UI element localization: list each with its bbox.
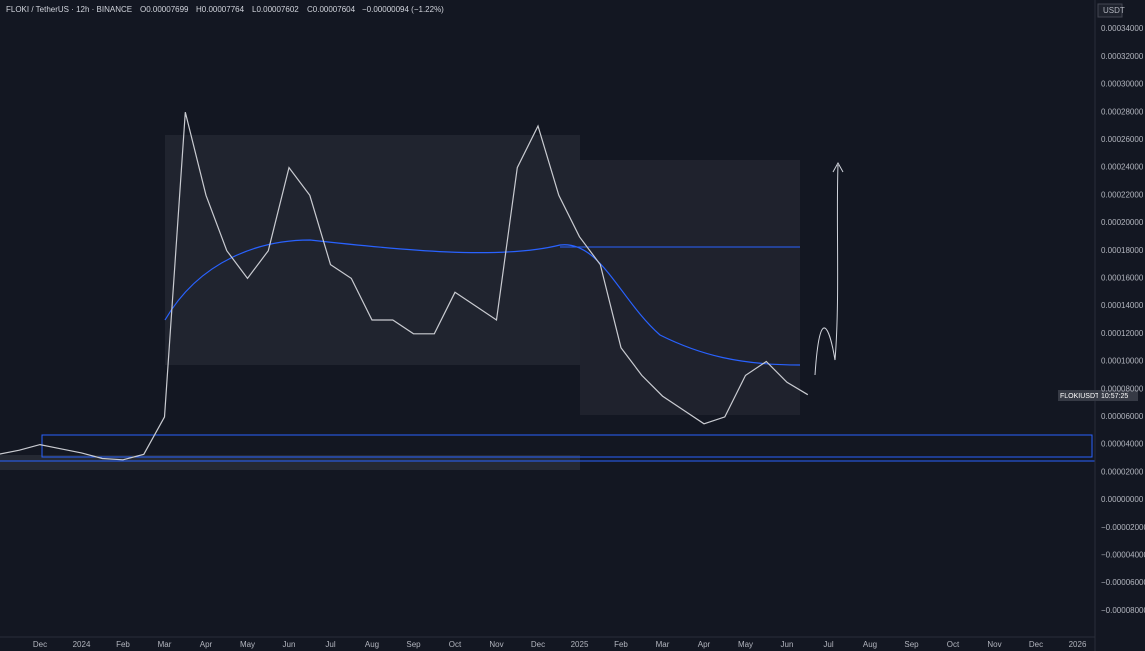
x-tick-label: May	[738, 640, 753, 649]
y-tick-label: 0.00002000	[1101, 467, 1144, 476]
x-tick-label: Feb	[116, 640, 130, 649]
y-tick-label: −0.00008000	[1101, 606, 1145, 615]
x-tick-label: May	[240, 640, 255, 649]
x-tick-label: Apr	[698, 640, 711, 649]
x-tick-label: 2024	[73, 640, 91, 649]
x-tick-label: Oct	[947, 640, 960, 649]
y-tick-label: 0.00004000	[1101, 440, 1144, 449]
ohlc-open: O0.00007699	[140, 5, 189, 14]
y-tick-label: 0.00018000	[1101, 246, 1144, 255]
support-zone	[41, 434, 1093, 458]
price-tag	[1058, 390, 1100, 401]
y-tick-label: 0.00022000	[1101, 190, 1144, 199]
x-tick-label: Sep	[904, 640, 919, 649]
ohlc-close: C0.00007604	[307, 5, 356, 14]
price-tag-label: FLOKIUSDT	[1060, 393, 1100, 400]
y-tick-label: 0.00026000	[1101, 135, 1144, 144]
x-tick-label: Nov	[489, 640, 503, 649]
x-tick-label: Sep	[406, 640, 421, 649]
x-tick-label: Nov	[987, 640, 1001, 649]
currency-button[interactable]	[1097, 3, 1123, 18]
x-tick-label: Mar	[656, 640, 670, 649]
x-tick-label: Dec	[1029, 640, 1043, 649]
price-line	[0, 112, 809, 461]
x-tick-label: Mar	[158, 640, 172, 649]
y-tick-label: 0.00032000	[1101, 52, 1144, 61]
arrow-head	[832, 161, 844, 173]
x-tick-label: Jun	[781, 640, 794, 649]
currency-label[interactable]: USDT	[1103, 6, 1125, 15]
x-tick-label: Jun	[283, 640, 296, 649]
x-tick-label: Aug	[365, 640, 379, 649]
y-tick-label: 0.00030000	[1101, 80, 1144, 89]
y-tick-label: −0.00004000	[1101, 551, 1145, 560]
range-box	[0, 455, 580, 470]
projection-arrow	[814, 164, 839, 376]
y-tick-label: 0.00010000	[1101, 357, 1144, 366]
x-tick-label: Dec	[531, 640, 545, 649]
y-tick-label: 0.00024000	[1101, 163, 1144, 172]
y-tick-label: 0.00014000	[1101, 301, 1144, 310]
symbol-title: FLOKI / TetherUS · 12h · BINANCE	[6, 5, 132, 14]
x-tick-label: Feb	[614, 640, 628, 649]
x-tick-label: Jul	[823, 640, 833, 649]
countdown-tag	[1098, 390, 1138, 401]
vwap-line	[164, 239, 801, 366]
y-tick-label: 0.00012000	[1101, 329, 1144, 338]
y-tick-label: 0.00000000	[1101, 495, 1144, 504]
y-tick-label: 0.00008000	[1101, 384, 1144, 393]
y-tick-label: 0.00020000	[1101, 218, 1144, 227]
x-tick-label: Jul	[325, 640, 335, 649]
y-tick-label: −0.00002000	[1101, 523, 1145, 532]
y-tick-label: 0.00006000	[1101, 412, 1144, 421]
y-tick-label: 0.00028000	[1101, 107, 1144, 116]
x-tick-label: Apr	[200, 640, 213, 649]
x-tick-label: Aug	[863, 640, 877, 649]
channel-band	[580, 160, 800, 415]
y-tick-label: −0.00006000	[1101, 578, 1145, 587]
x-tick-label: 2025	[571, 640, 589, 649]
ohlc-change: −0.00000094 (−1.22%)	[362, 5, 444, 14]
channel-band	[165, 135, 580, 365]
countdown-label: 10:57:25	[1101, 393, 1128, 400]
ohlc-high: H0.00007764	[196, 5, 245, 14]
x-tick-label: Oct	[449, 640, 462, 649]
y-tick-label: 0.00016000	[1101, 274, 1144, 283]
ohlc-low: L0.00007602	[252, 5, 299, 14]
y-tick-label: 0.00034000	[1101, 24, 1144, 33]
x-tick-label: 2026	[1069, 640, 1087, 649]
x-tick-label: Dec	[33, 640, 47, 649]
